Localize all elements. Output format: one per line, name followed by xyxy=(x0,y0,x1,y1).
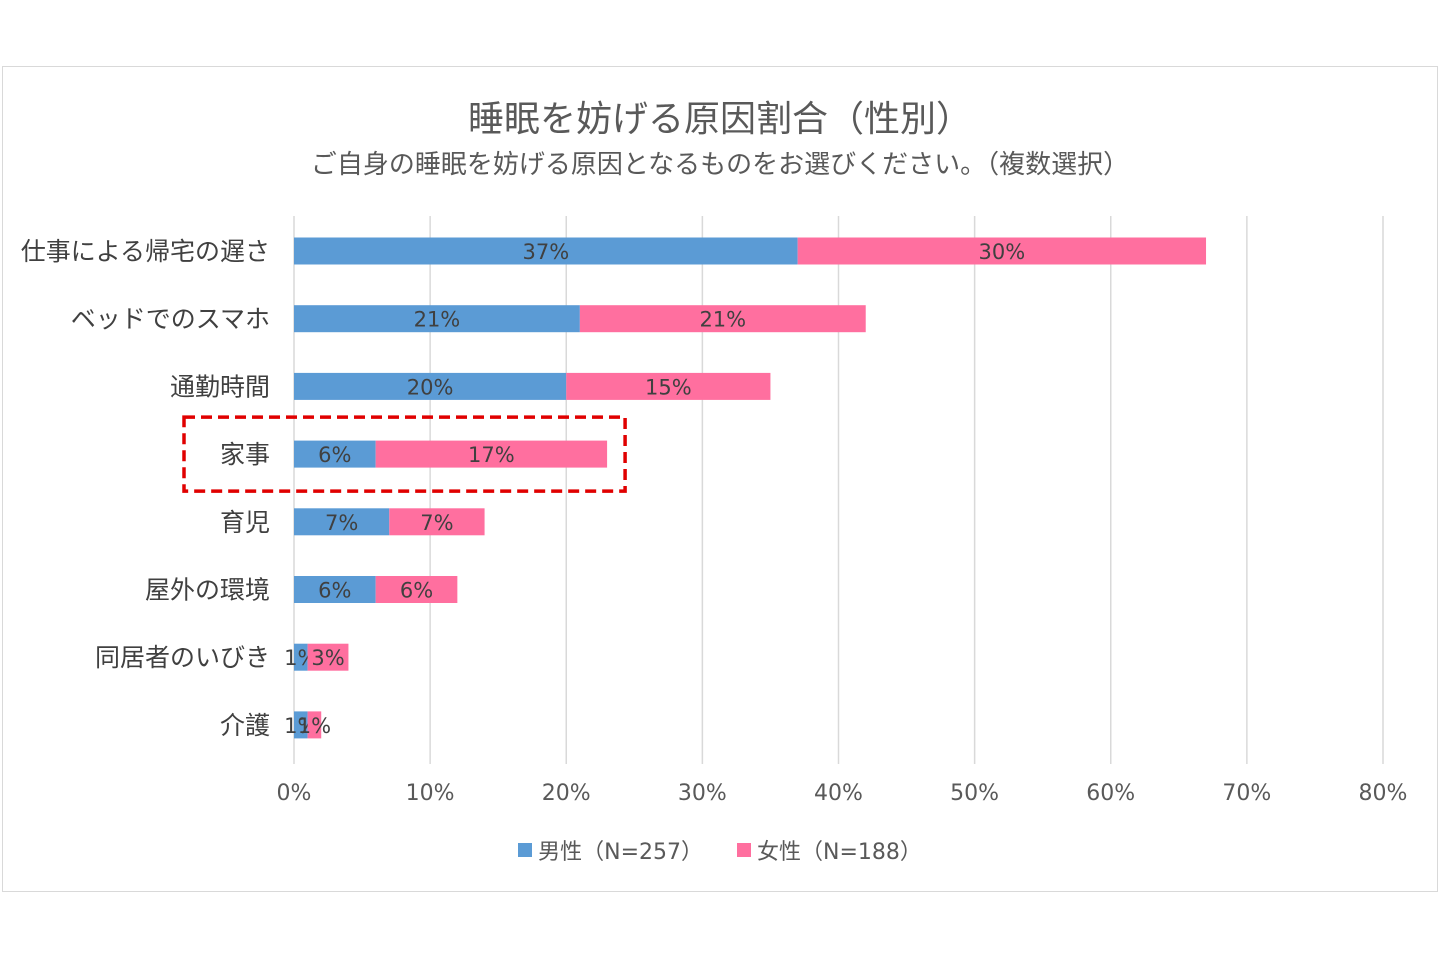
data-label: 6% xyxy=(318,443,351,467)
x-tick-label: 50% xyxy=(950,781,999,806)
chart-title: 睡眠を妨げる原因割合（性別） xyxy=(467,99,972,140)
legend-label-male: 男性（N=257） xyxy=(538,840,703,865)
chart-frame xyxy=(2,66,1438,892)
bar-male xyxy=(294,305,580,333)
legend-item-female: 女性（N=188） xyxy=(737,834,922,866)
data-label: 7% xyxy=(420,511,453,535)
category-label: ベッドでのスマホ xyxy=(71,305,270,334)
data-label: 30% xyxy=(979,240,1026,264)
data-label: 15% xyxy=(645,375,692,399)
x-tick-label: 30% xyxy=(678,781,727,806)
category-label: 育児 xyxy=(220,508,270,537)
x-tick-label: 40% xyxy=(814,781,863,806)
x-tick-label: 10% xyxy=(406,781,455,806)
bar-female xyxy=(375,440,608,468)
bar-male xyxy=(294,237,798,265)
bar-female xyxy=(307,711,322,739)
bar-male xyxy=(294,643,308,671)
category-label: 仕事による帰宅の遅さ xyxy=(21,237,270,266)
data-label: 7% xyxy=(325,511,358,535)
bar-male xyxy=(294,576,376,603)
x-tick-label: 0% xyxy=(277,781,312,806)
x-tick-label: 70% xyxy=(1222,781,1271,806)
category-label: 家事 xyxy=(220,440,270,469)
bar-female xyxy=(375,576,458,603)
highlight-box xyxy=(182,415,627,493)
bar-male xyxy=(294,508,390,536)
bar-female xyxy=(307,643,349,671)
x-tick-label: 80% xyxy=(1359,781,1408,806)
category-label: 屋外の環境 xyxy=(145,576,270,605)
legend-swatch-male xyxy=(518,843,533,857)
legend-item-male: 男性（N=257） xyxy=(518,834,703,866)
data-label: 3% xyxy=(311,646,344,670)
bar-male xyxy=(294,711,308,739)
legend-swatch-female xyxy=(737,843,751,857)
bar-female xyxy=(797,237,1207,265)
category-label: 介護 xyxy=(220,711,270,740)
legend: 男性（N=257） 女性（N=188） xyxy=(0,834,1440,866)
data-label: 21% xyxy=(699,308,746,332)
category-label: 通勤時間 xyxy=(170,372,270,401)
data-label: 21% xyxy=(414,308,461,332)
bar-male xyxy=(294,440,376,468)
data-label: 6% xyxy=(318,579,351,603)
category-label: 同居者のいびき xyxy=(95,643,270,672)
legend-label-female: 女性（N=188） xyxy=(757,840,922,865)
chart-subtitle: ご自身の睡眠を妨げる原因となるものをお選びください。（複数選択） xyxy=(310,150,1130,180)
data-label: 37% xyxy=(522,240,569,264)
bar-female xyxy=(579,305,866,333)
data-label: 6% xyxy=(400,579,433,603)
data-label: 17% xyxy=(468,443,515,467)
bar-female xyxy=(389,508,485,536)
bar-female xyxy=(566,372,771,400)
x-tick-label: 60% xyxy=(1086,781,1135,806)
bar-male xyxy=(294,372,567,400)
x-tick-label: 20% xyxy=(542,781,591,806)
data-label: 20% xyxy=(407,375,454,399)
data-label: 1% xyxy=(298,714,331,738)
